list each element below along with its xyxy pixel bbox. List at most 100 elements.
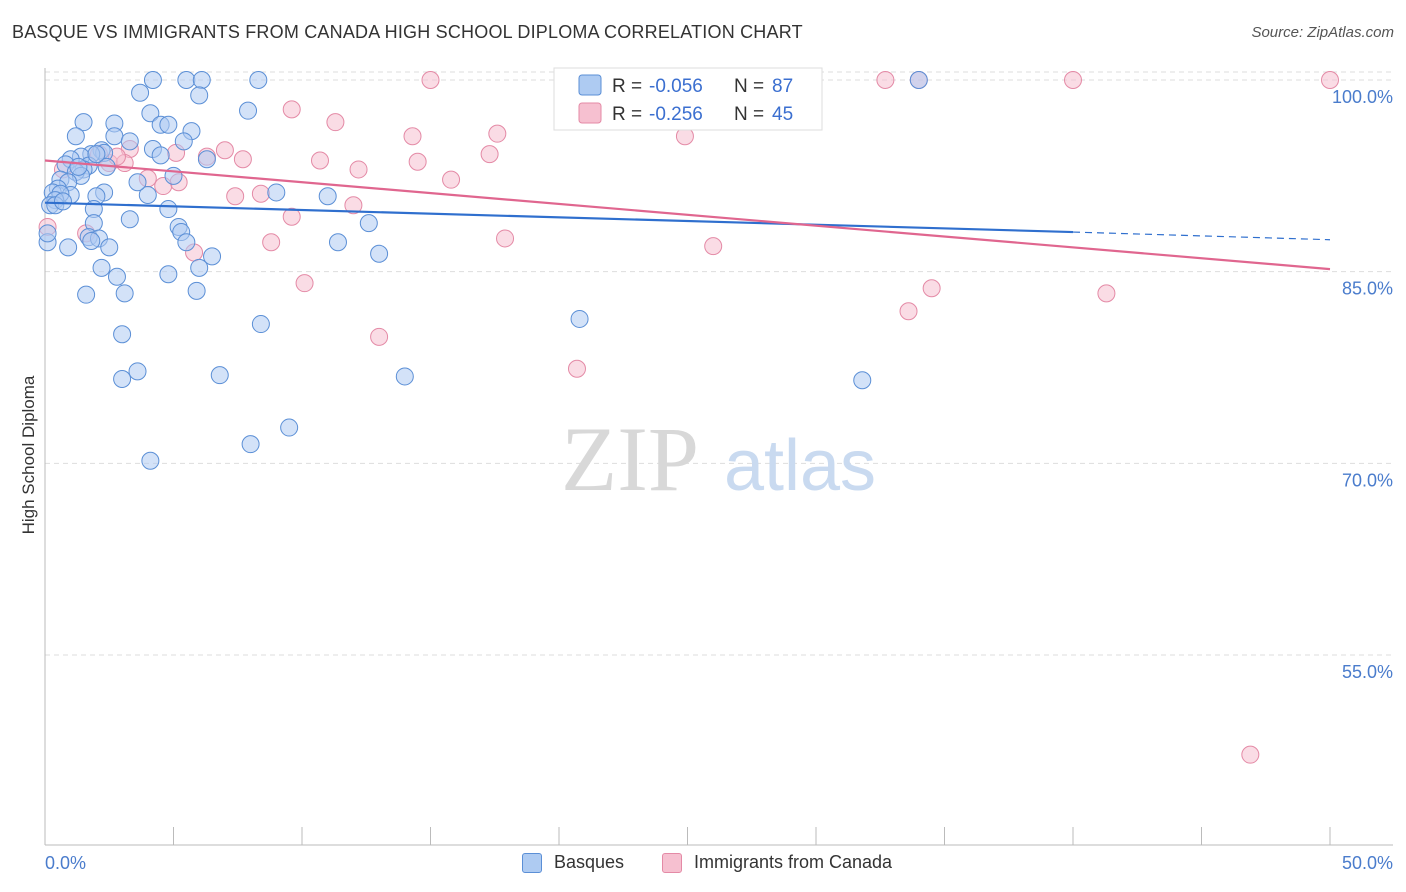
point-basques [131, 83, 150, 102]
point-basques [190, 258, 209, 277]
point-basques [280, 418, 299, 437]
point-immigrants [922, 279, 941, 298]
point-basques [77, 285, 96, 304]
bottom-legend: Basques Immigrants from Canada [0, 852, 1406, 878]
y-axis-label: High School Diploma [19, 375, 38, 534]
point-immigrants [1097, 284, 1116, 303]
point-basques [138, 186, 157, 204]
point-basques [128, 173, 147, 192]
point-basques [115, 284, 134, 303]
point-basques [174, 132, 193, 151]
swatch-basques [522, 852, 542, 873]
legend-item-basques[interactable]: Basques [522, 852, 624, 873]
point-immigrants [567, 359, 586, 378]
legend-n-value-1: 87 [772, 76, 793, 97]
point-basques [159, 115, 178, 134]
point-basques [570, 309, 589, 328]
point-basques [251, 315, 270, 334]
watermark: ZIP atlas [561, 408, 876, 510]
watermark-atlas: atlas [724, 426, 876, 506]
point-basques [38, 224, 57, 243]
point-basques [328, 233, 347, 252]
point-immigrants [1241, 745, 1260, 764]
point-immigrants [282, 207, 301, 226]
legend-label-immigrants: Immigrants from Canada [694, 852, 893, 872]
trend-lines [44, 159, 1331, 271]
point-basques [151, 146, 170, 165]
legend-r-label-1: R = [612, 76, 642, 97]
legend-r-label-2: R = [612, 104, 642, 125]
point-immigrants [215, 141, 234, 160]
point-basques [177, 71, 196, 89]
x-tick-label: 0.0% [45, 853, 86, 873]
point-basques [74, 113, 93, 132]
point-immigrants [421, 71, 440, 89]
axis-layer: 55.0% 70.0% 85.0% 100.0% 0.0% 50.0% [44, 68, 1393, 873]
point-basques [370, 244, 389, 263]
point-immigrants [251, 184, 270, 203]
legend-n-label-2: N = [734, 104, 764, 125]
point-basques [100, 238, 119, 257]
legend-swatch-basques [578, 74, 602, 96]
point-immigrants [876, 71, 895, 89]
point-basques [239, 101, 258, 120]
point-immigrants [899, 302, 918, 321]
legend-item-immigrants[interactable]: Immigrants from Canada [662, 852, 892, 873]
point-immigrants [326, 113, 345, 132]
point-basques [105, 127, 124, 146]
chart-title: BASQUE VS IMMIGRANTS FROM CANADA HIGH SC… [12, 22, 803, 42]
point-basques [82, 232, 101, 250]
point-basques [909, 71, 928, 89]
point-basques [59, 238, 78, 257]
point-basques [249, 71, 268, 89]
trend-line-immigrants [44, 159, 1331, 271]
point-basques [141, 451, 160, 470]
point-basques [87, 145, 106, 164]
point-immigrants [226, 187, 245, 206]
point-basques [159, 200, 178, 219]
point-basques [395, 367, 414, 386]
point-basques [107, 267, 126, 286]
point-immigrants [282, 100, 301, 119]
y-tick-label: 55.0% [1342, 662, 1393, 682]
point-basques [318, 187, 337, 206]
series-basques [38, 71, 928, 470]
point-basques [66, 127, 85, 146]
source-label: Source: ZipAtlas.com [1251, 24, 1394, 41]
point-basques [92, 258, 111, 277]
x-tick-label: 50.0% [1342, 853, 1393, 873]
swatch-immigrants [662, 852, 682, 873]
point-basques [141, 104, 160, 123]
watermark-zip: ZIP [561, 408, 699, 510]
trend-line-basques-extension [1072, 231, 1331, 241]
legend-swatch-immigrants [578, 102, 602, 124]
point-immigrants [408, 152, 427, 171]
point-immigrants [488, 124, 507, 143]
point-basques [187, 281, 206, 300]
point-immigrants [1064, 71, 1082, 89]
point-immigrants [1321, 71, 1339, 89]
point-basques [190, 86, 209, 105]
point-basques [120, 210, 139, 229]
y-tick-label: 70.0% [1342, 470, 1393, 490]
legend-n-label-1: N = [734, 76, 764, 97]
point-immigrants [403, 127, 422, 146]
point-immigrants [295, 274, 314, 293]
trend-line-basques [44, 201, 1074, 234]
point-basques [128, 362, 147, 381]
point-basques [120, 132, 139, 151]
point-immigrants [349, 160, 368, 179]
point-basques [359, 214, 378, 233]
point-basques [53, 192, 72, 211]
point-basques [159, 265, 178, 284]
point-basques [197, 150, 216, 169]
point-immigrants [233, 150, 252, 169]
point-basques [210, 366, 229, 385]
point-basques [143, 71, 162, 89]
point-basques [177, 233, 196, 252]
point-basques [113, 370, 132, 388]
point-immigrants [310, 151, 329, 170]
stats-legend: R = -0.056 N = 87 R = -0.256 N = 45 [553, 67, 823, 131]
point-basques [192, 71, 211, 89]
